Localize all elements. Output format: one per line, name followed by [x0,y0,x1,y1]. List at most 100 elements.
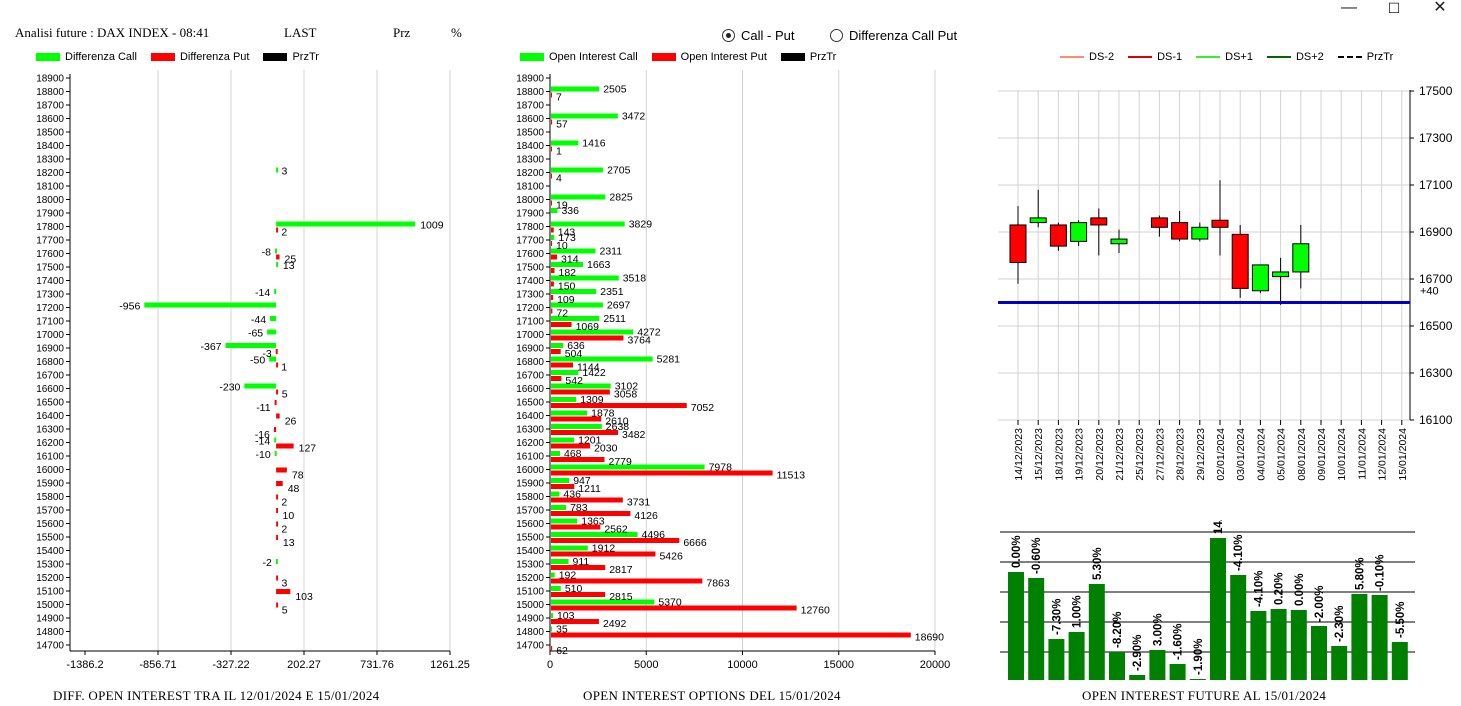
candle-body [1272,271,1290,278]
bar-diff-call [269,356,277,362]
bar-oi-call [551,370,579,375]
bar-diff-call [276,262,279,267]
bar-oi-call [551,316,600,321]
bar-value-label: 5281 [657,354,681,366]
x-tick-label: 15/12/2023 [1033,428,1045,481]
bar-percent-label: -1.60% [1173,624,1185,660]
legend-item-diff-put: Differenza Put [150,51,249,63]
x-tick-label: 14/12/2023 [1013,428,1025,481]
future-candlestick-chart: 17500 17300 17100 16900 16700 16500 16300 16100… [998,84,1453,481]
y-tick-label: 16300 [1419,366,1453,380]
x-tick-label: 28/12/2023 [1175,428,1187,481]
bar-diff-put [276,362,279,368]
bar-oi-call [551,397,577,402]
candle-body [1191,226,1209,240]
bar-diff-call [275,559,278,564]
bar-oi-call [551,424,602,429]
legend-diff: Differenza Call Differenza Put PrzTr [36,51,333,63]
bar-oi-put [551,254,558,260]
x-tick-label: 12/01/2024 [1377,428,1389,481]
y-tick-label: 16500 [1419,319,1453,333]
bar-oi-call [551,518,578,524]
bar-oi-put [551,92,552,98]
bar-value-label: 3764 [627,335,651,347]
oi-future-bar [1311,626,1327,680]
bar-value-label: 109 [557,294,575,306]
bar-diff-put [276,481,283,486]
x-tick-label: 18/12/2023 [1053,428,1065,481]
bar-diff-put [276,521,279,527]
legend-oi: Open Interest Call Open Interest Put Prz… [520,51,850,63]
y-tick-label: 17200 [516,303,544,314]
bar-oi-call [551,167,604,173]
x-tick-label: 0 [547,659,553,670]
radio-call-put-label: Call - Put [741,28,795,43]
bar-value-label: 2492 [603,618,627,630]
bar-value-label: 2825 [609,192,633,204]
bar-value-label: -16 [255,429,270,441]
bar-oi-put [551,416,602,422]
diff-open-interest-chart: -1386.2 -856.71 -327.22 202.27 731.76 1261.25… [36,70,470,670]
bar-value-label: -367 [200,341,221,353]
x-tick-label: 20000 [920,659,951,670]
bar-value-label: 3482 [622,429,646,441]
bar-value-label: 35 [556,624,568,636]
oi-future-bar [1068,632,1085,680]
page-title: Analisi future : DAX INDEX - 08:41 [15,25,210,40]
candle-body [1009,224,1027,264]
y-tick-label: 15200 [516,573,544,584]
bar-value-label: 2 [281,227,287,239]
bar-value-label: -44 [251,314,266,326]
bar-oi-put [551,578,703,584]
x-tick-label: -1386.2 [66,659,103,670]
y-tick-label: 18600 [516,114,544,125]
bar-value-label: 1 [281,362,287,374]
close-icon[interactable]: ✕ [1433,0,1447,16]
x-tick-label: 10/01/2024 [1336,428,1348,481]
radio-call-put[interactable]: Call - Put [722,28,794,43]
y-tick-label: 17300 [516,290,544,301]
oi-future-bar [1189,679,1206,680]
legend-item-oi-call: Open Interest Call [520,51,638,63]
bar-oi-put [551,443,591,449]
bar-diff-call [274,451,277,456]
y-tick-label: 18000 [516,195,544,206]
bar-value-label: 1144 [577,362,600,374]
minimize-icon[interactable]: — [1341,0,1357,16]
bar-value-label: 3472 [622,111,646,123]
bar-value-label: 78 [292,470,304,482]
candle-body [1110,238,1128,245]
legend-future: DS-2 DS-1 DS+1 DS+2 PrzTr [1060,51,1407,63]
y-tick-label: 18400 [516,141,544,152]
x-tick-label: 29/12/2023 [1195,428,1207,481]
y-tick-label: 15600 [36,519,64,530]
bar-oi-put [551,227,554,233]
x-tick-label: 04/01/2024 [1255,428,1267,481]
bar-value-label: 2817 [609,564,633,576]
bar-percent-label: -2.30% [1334,606,1346,642]
bar-oi-call [551,505,567,510]
y-tick-label: 18800 [516,87,544,98]
y-tick-label: 15500 [516,533,544,544]
x-tick-label: 19/12/2023 [1074,428,1086,481]
bar-diff-put [276,508,279,513]
bar-value-label: 5 [282,389,288,401]
radio-differenza-call-put[interactable]: Differenza Call Put [830,28,957,43]
y-tick-label: 15300 [516,560,544,571]
y-tick-label: 18100 [36,182,64,193]
bar-value-label: 3518 [623,273,647,285]
bar-value-label: 127 [299,443,317,455]
bar-oi-put [551,295,554,300]
y-tick-label: 14800 [36,627,64,638]
bar-value-label: 2511 [603,313,626,325]
x-tick-label: 1261.25 [430,659,470,670]
y-tick-label: 18100 [516,182,544,193]
bar-diff-put [273,427,277,432]
x-tick-label: 25/12/2023 [1134,428,1146,481]
x-tick-label: 02/01/2024 [1215,428,1227,481]
maximize-icon[interactable]: ☐ [1387,0,1401,16]
bar-value-label: 636 [567,340,585,352]
y-tick-label: 16100 [516,452,544,463]
y-tick-label: 17900 [516,209,544,220]
y-tick-label: 16200 [36,438,64,449]
